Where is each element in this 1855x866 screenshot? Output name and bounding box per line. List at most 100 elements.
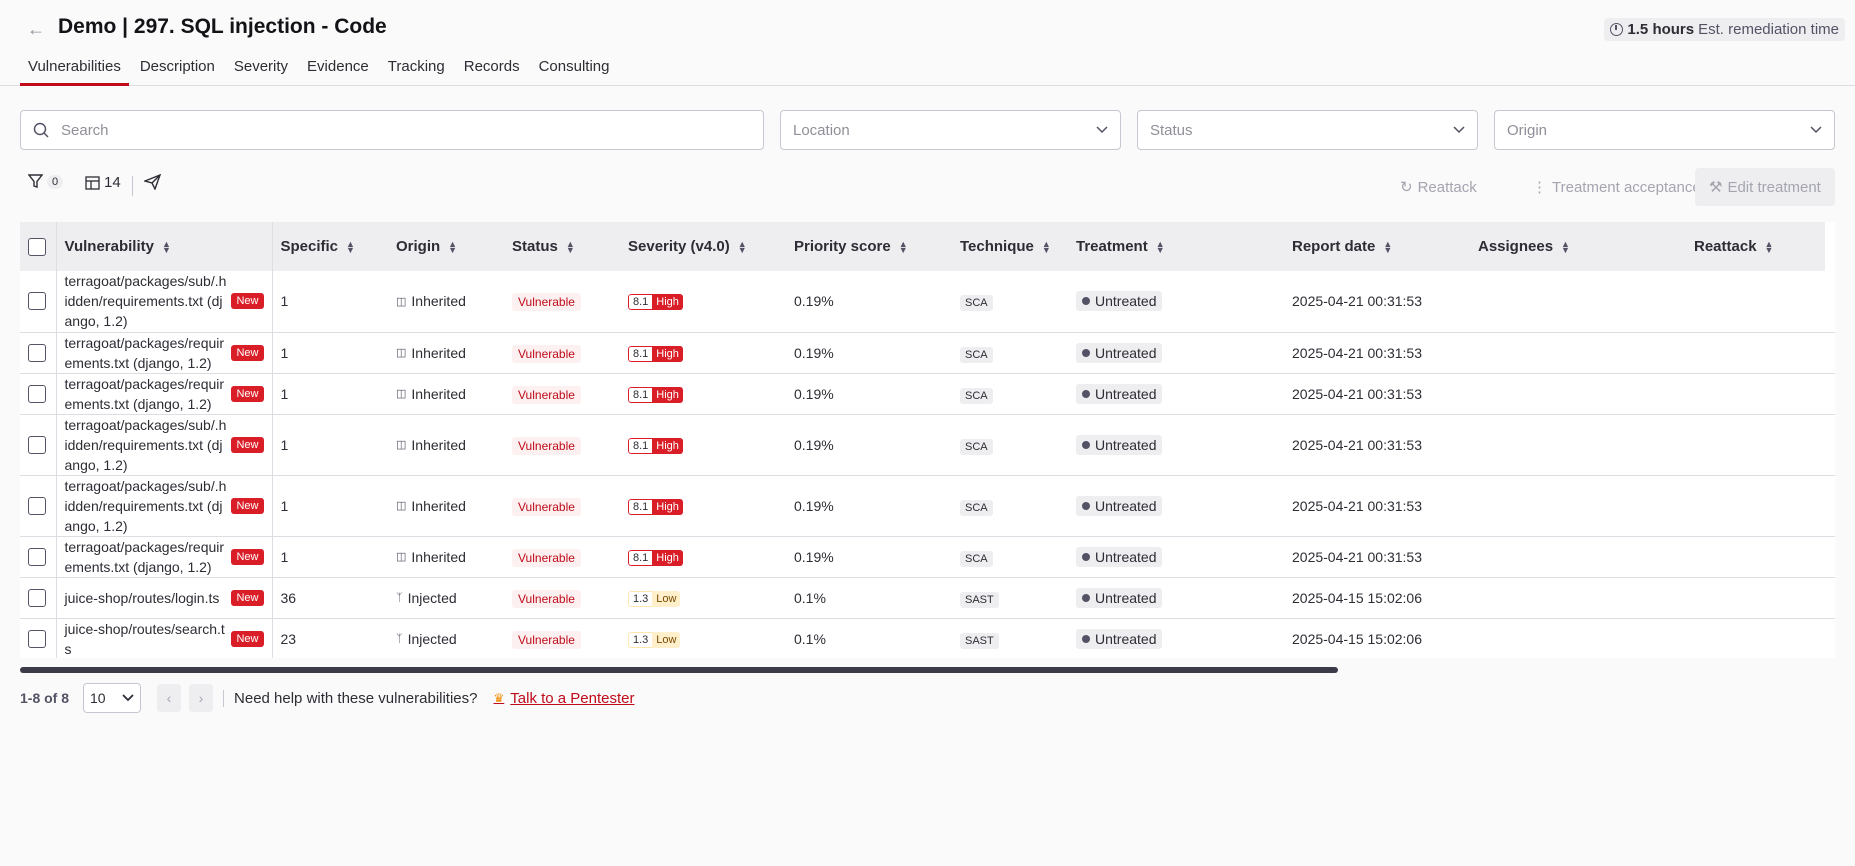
origin-dropdown-label: Origin [1507,121,1548,139]
vulnerability-location[interactable]: terragoat/packages/requirements.txt (dja… [64,538,225,575]
column-header-vulnerability[interactable]: Vulnerability ▲ ▼ [56,222,273,271]
tab-tracking[interactable]: Tracking [387,58,445,75]
status-cell: Vulnerable [504,373,620,415]
vulnerability-cell[interactable]: juice-shop/routes/login.ts New [56,577,273,619]
column-header-specific[interactable]: Specific ▲ ▼ [280,238,355,256]
table-row[interactable]: terragoat/packages/sub/.hidden/requireme… [20,475,1835,537]
vulnerability-location[interactable]: terragoat/packages/requirements.txt (dja… [64,375,225,412]
column-header-treatment[interactable]: Treatment ▲ ▼ [1076,238,1165,256]
vulnerability-location[interactable]: juice-shop/routes/login.ts [64,589,220,606]
rows-per-page-value: 10 [90,690,106,706]
tab-severity[interactable]: Severity [233,58,289,75]
severity-cell: 1.3 Low [620,618,786,658]
send-button[interactable] [144,174,161,190]
vulnerability-location[interactable]: juice-shop/routes/search.ts [64,620,225,657]
sort-icon: ▲ ▼ [161,239,171,256]
vulnerability-location[interactable]: terragoat/packages/sub/.hidden/requireme… [64,416,227,473]
origin-label: Injected [407,589,457,606]
vulnerability-cell[interactable]: terragoat/packages/requirements.txt (dja… [56,332,273,374]
tab-evidence[interactable]: Evidence [307,58,369,75]
column-header-reattack[interactable]: Reattack ▲ ▼ [1694,238,1774,256]
talk-to-pentester-link[interactable]: ♛ Talk to a Pentester [494,690,635,707]
technique-badge: SCA [960,499,993,516]
row-checkbox[interactable] [28,384,46,403]
tab-vulnerabilities[interactable]: Vulnerabilities [20,52,129,86]
status-cell: Vulnerable [504,414,620,476]
location-dropdown[interactable]: Location [780,110,1121,150]
vulnerability-cell[interactable]: terragoat/packages/sub/.hidden/requireme… [56,414,273,476]
treatment-label: Untreated [1095,548,1157,565]
severity-score: 8.1 [628,437,653,454]
sort-icon: ▲ ▼ [1383,239,1393,256]
row-checkbox[interactable] [28,547,46,566]
edit-treatment-button[interactable]: ⚒ Edit treatment [1695,168,1835,206]
severity-cell: 1.3 Low [620,577,786,619]
report-date-cell: 2025-04-21 00:31:53 [1284,536,1470,578]
calendar-icon: ◫ [396,500,407,512]
select-all-checkbox[interactable] [28,237,46,256]
report-date-cell: 2025-04-21 00:31:53 [1284,271,1470,333]
assignees-cell [1470,332,1686,374]
horizontal-scrollbar[interactable] [20,667,1338,673]
tab-records[interactable]: Records [463,58,520,75]
table-row[interactable]: juice-shop/routes/login.ts New 36 ᛉ Inje… [20,577,1835,619]
vulnerability-cell[interactable]: terragoat/packages/requirements.txt (dja… [56,536,273,578]
refresh-icon: ↻ [1400,179,1413,196]
table-row[interactable]: terragoat/packages/sub/.hidden/requireme… [20,271,1835,333]
table-row[interactable]: terragoat/packages/requirements.txt (dja… [20,332,1835,374]
vulnerability-cell[interactable]: terragoat/packages/sub/.hidden/requireme… [56,271,273,333]
treatment-cell: Untreated [1068,373,1284,415]
column-header-severity[interactable]: Severity (v4.0) ▲ ▼ [628,238,747,256]
treatment-badge: Untreated [1076,495,1163,516]
vulnerability-cell[interactable]: juice-shop/routes/search.ts New [56,618,273,658]
column-header-status[interactable]: Status ▲ ▼ [512,238,575,256]
row-checkbox[interactable] [28,292,46,311]
reattack-label: Reattack [1417,178,1477,196]
column-header-technique[interactable]: Technique ▲ ▼ [960,238,1051,256]
search-input[interactable] [61,121,763,139]
table-row[interactable]: terragoat/packages/requirements.txt (dja… [20,373,1835,415]
severity-cell: 8.1 High [620,475,786,537]
column-header-assignees[interactable]: Assignees ▲ ▼ [1478,238,1570,256]
table-row[interactable]: terragoat/packages/sub/.hidden/requireme… [20,414,1835,476]
treatment-acceptance-button[interactable]: ⋮ Treatment acceptance [1518,168,1715,206]
row-checkbox[interactable] [28,588,46,607]
row-checkbox[interactable] [28,629,46,648]
table-row[interactable]: juice-shop/routes/search.ts New 23 ᛉ Inj… [20,618,1835,658]
vulnerability-cell[interactable]: terragoat/packages/requirements.txt (dja… [56,373,273,415]
new-badge: New [231,436,264,453]
row-checkbox[interactable] [28,435,46,454]
origin-dropdown[interactable]: Origin [1494,110,1835,150]
severity-badge: 8.1 High [628,437,683,454]
table-toolbar: 0 14 ↻ Reattack ⋮ Treatment acceptance ⚒… [20,168,1850,206]
status-dropdown[interactable]: Status [1137,110,1478,150]
vulnerability-location[interactable]: terragoat/packages/sub/.hidden/requireme… [64,273,227,330]
vulnerability-location[interactable]: terragoat/packages/sub/.hidden/requireme… [64,477,227,534]
report-date-cell: 2025-04-15 15:02:06 [1284,577,1470,619]
row-select-cell [20,271,57,333]
vulnerability-location[interactable]: terragoat/packages/requirements.txt (dja… [64,334,225,371]
column-header-origin[interactable]: Origin ▲ ▼ [396,238,458,256]
row-checkbox[interactable] [28,343,46,362]
origin-label: Inherited [411,293,466,310]
vulnerability-cell[interactable]: terragoat/packages/sub/.hidden/requireme… [56,475,273,537]
filter-button[interactable]: 0 [28,174,64,189]
tab-consulting[interactable]: Consulting [538,58,610,75]
reattack-button[interactable]: ↻ Reattack [1386,168,1491,206]
status-dot-icon [1082,634,1090,643]
column-header-priority-score[interactable]: Priority score ▲ ▼ [794,238,908,256]
status-dot-icon [1082,348,1090,357]
specific-cell: 1 [272,536,388,578]
severity-level: High [652,437,683,454]
new-badge: New [231,385,264,402]
table-row[interactable]: terragoat/packages/requirements.txt (dja… [20,536,1835,578]
origin-label: Inherited [411,344,466,361]
back-arrow-icon[interactable]: ← [27,18,45,39]
next-page-button[interactable]: › [189,684,214,712]
rows-per-page-select[interactable]: 10 [83,683,142,713]
previous-page-button[interactable]: ‹ [157,684,182,712]
columns-button[interactable]: 14 [85,174,121,191]
column-header-report-date[interactable]: Report date ▲ ▼ [1292,238,1393,256]
tab-description[interactable]: Description [139,58,215,75]
row-checkbox[interactable] [28,496,46,515]
